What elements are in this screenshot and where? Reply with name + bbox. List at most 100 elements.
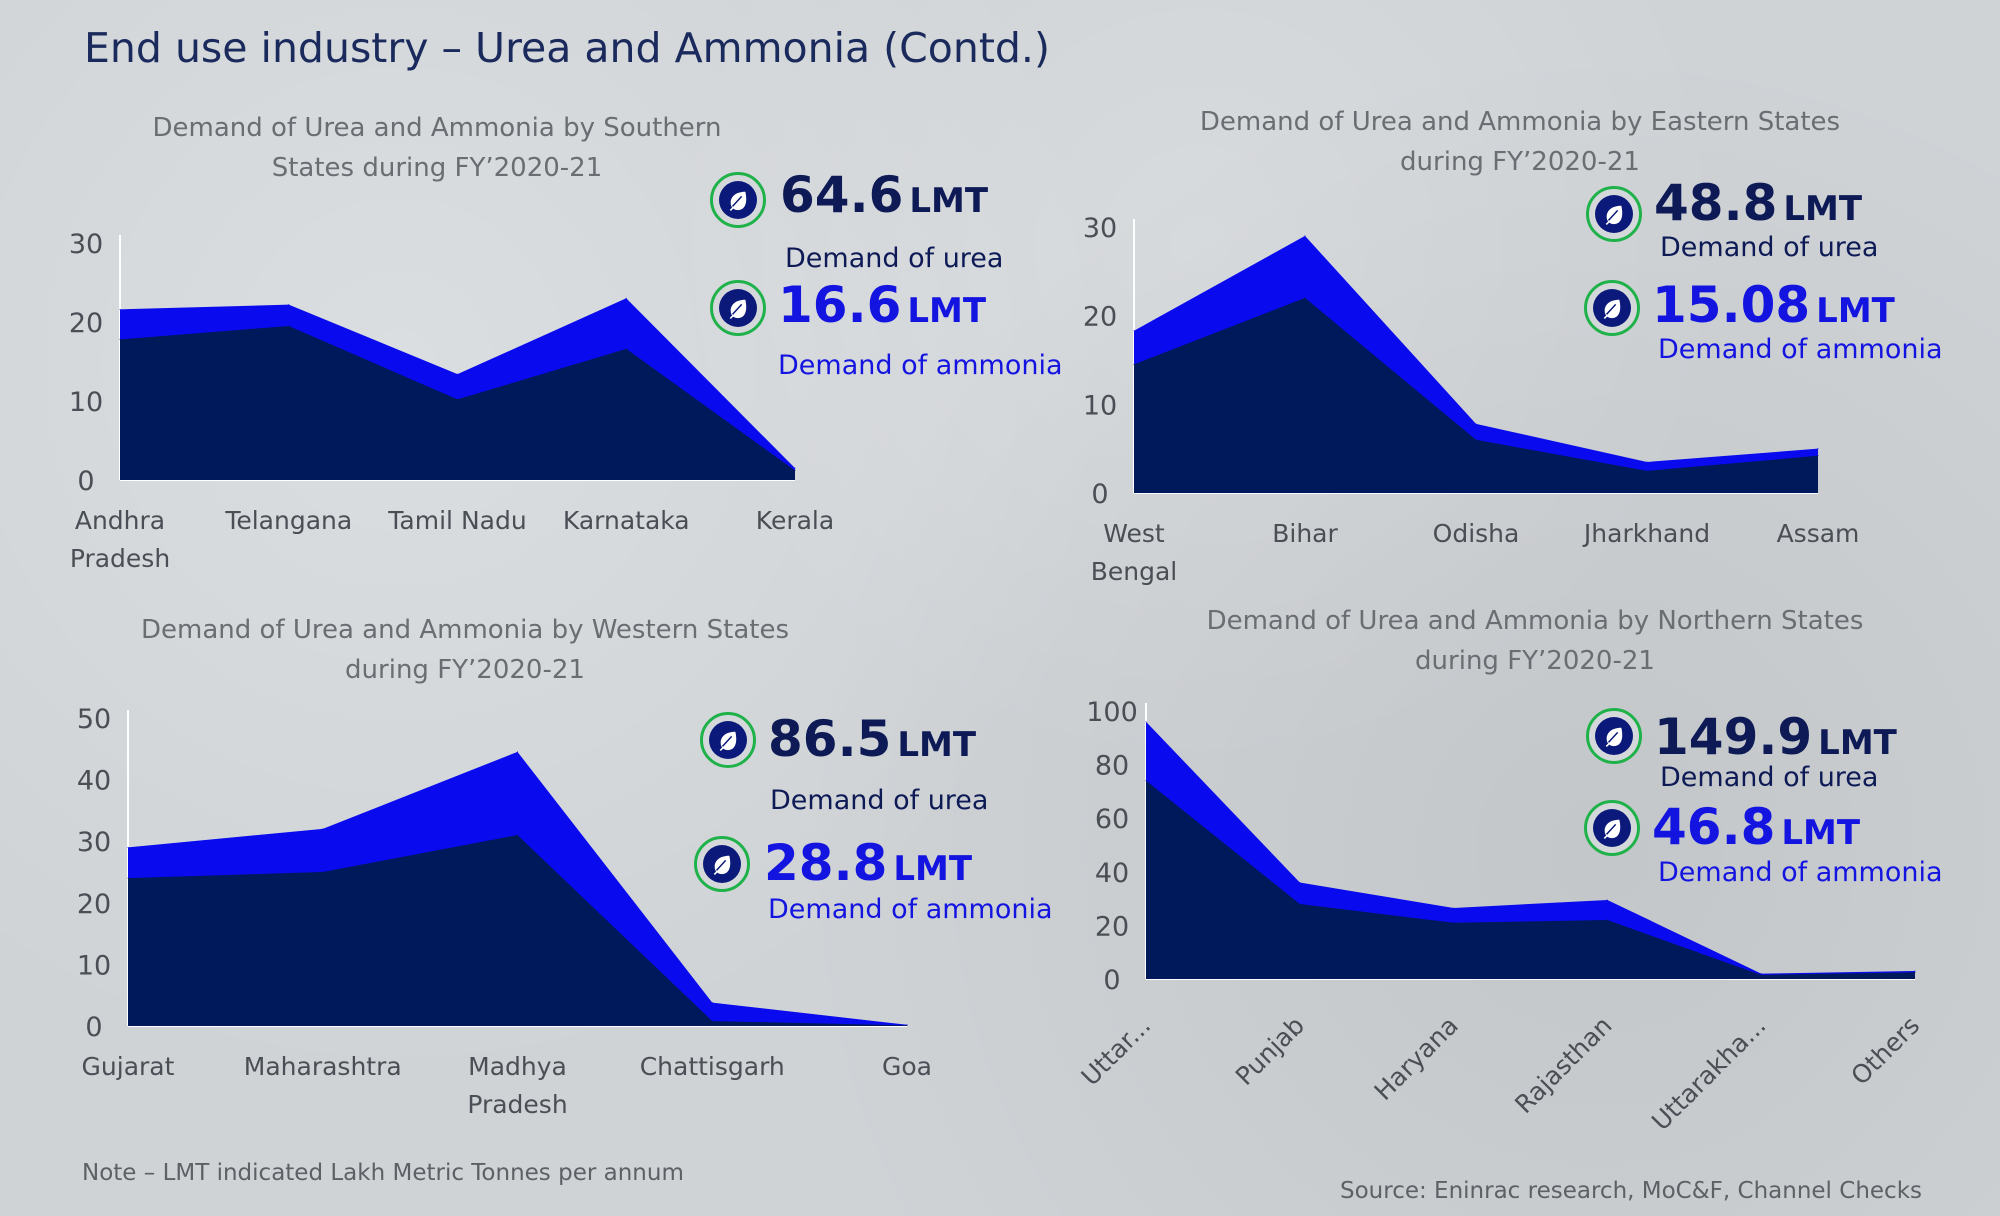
leaf-icon [700, 712, 756, 768]
northern-x-tick-label: Uttar... [1076, 1011, 1157, 1092]
southern-ammonia-label: Demand of ammonia [778, 350, 1063, 381]
southern-urea-area [120, 325, 795, 480]
eastern-x-tick-label: West Bengal [1091, 519, 1178, 586]
leaf-icon [1584, 280, 1640, 336]
leaf-icon [710, 172, 766, 228]
northern-ammonia-point [1606, 899, 1608, 901]
western-area-chart: 0 10 20 30 40 50 Gujarat Maharashtra Madhya Prade… [77, 704, 932, 1119]
eastern-y-tick-label: 0 [1091, 479, 1108, 510]
footnote: Note – LMT indicated Lakh Metric Tonnes … [82, 1160, 684, 1186]
northern-y-tick-label: 60 [1095, 804, 1129, 835]
eastern-x-tick-label: Jharkhand [1582, 519, 1710, 548]
northern-y-tick-label: 40 [1095, 858, 1129, 889]
northern-y-tick-label: 20 [1095, 911, 1129, 942]
southern-y-tick-label: 10 [69, 387, 103, 418]
southern-y-tick-label: 20 [69, 308, 103, 339]
southern-ammonia-point [794, 467, 796, 469]
leaf-icon [1586, 708, 1642, 764]
leaf-icon [710, 280, 766, 336]
eastern-y-tick-label: 30 [1083, 213, 1117, 244]
western-y-tick-label: 50 [77, 704, 111, 735]
southern-ammonia-point [288, 304, 290, 306]
southern-x-tick-label: Kerala [756, 506, 834, 535]
northern-urea-point [1606, 919, 1608, 921]
source-note: Source: Eninrac research, MoC&F, Channel… [1340, 1178, 1922, 1204]
western-y-tick-label: 40 [77, 766, 111, 797]
eastern-title-line2: during FY’2020-21 [1400, 147, 1640, 177]
eastern-urea-point [1646, 470, 1648, 472]
eastern-urea-point [1817, 455, 1819, 457]
southern-ammonia-value: 16.6 LMT [778, 276, 987, 334]
western-urea-point [517, 834, 518, 836]
southern-ammonia-point [457, 373, 458, 375]
western-ammonia-point [906, 1024, 908, 1026]
northern-x-tick-label: Haryana [1369, 1011, 1464, 1106]
western-ammonia-point [127, 846, 129, 848]
eastern-ammonia-point [1646, 461, 1648, 463]
western-y-tick-label: 10 [77, 950, 111, 981]
eastern-urea-point [1304, 297, 1306, 299]
northern-urea-label: Demand of urea [1660, 762, 1879, 793]
northern-x-tick-label: Uttarakha... [1646, 1011, 1771, 1136]
northern-x-tick-label: Others [1845, 1011, 1925, 1091]
western-urea-area [128, 835, 907, 1026]
northern-urea-value: 149.9 LMT [1654, 708, 1897, 766]
eastern-y-tick-label: 20 [1083, 302, 1117, 333]
southern-x-tick-label: Tamil Nadu [387, 506, 526, 535]
northern-chart-title: Demand of Urea and Ammonia by Northern S… [1155, 601, 1915, 681]
page-title: End use industry – Urea and Ammonia (Con… [84, 24, 1050, 72]
eastern-urea-area [1134, 297, 1818, 493]
northern-urea-point [1299, 903, 1301, 905]
eastern-ammonia-point [1475, 423, 1477, 425]
southern-urea-point [457, 398, 458, 400]
southern-title-line1: Demand of Urea and Ammonia by Southern [152, 113, 722, 143]
leaf-icon [694, 836, 750, 892]
southern-urea-point [625, 348, 627, 350]
northern-urea-area [1146, 780, 1915, 979]
western-urea-point [127, 877, 129, 879]
eastern-title-line1: Demand of Urea and Ammonia by Eastern St… [1199, 107, 1841, 137]
eastern-urea-point [1475, 439, 1477, 441]
western-y-tick-label: 20 [77, 889, 111, 920]
western-urea-point [711, 1020, 713, 1022]
western-urea-point [322, 871, 324, 873]
western-ammonia-point [711, 1002, 713, 1004]
eastern-ammonia-value: 15.08 LMT [1652, 276, 1895, 334]
western-chart-title: Demand of Urea and Ammonia by Western St… [100, 610, 830, 690]
southern-ammonia-point [625, 297, 627, 299]
western-x-tick-label: Gujarat [82, 1052, 175, 1081]
western-x-tick-label: Madhya Pradesh [467, 1052, 567, 1119]
northern-urea-point [1760, 974, 1762, 976]
northern-urea-point [1453, 922, 1455, 924]
eastern-area-chart: 0 10 20 30 West Bengal Bihar Odisha Jharkhand Ass… [1083, 213, 1860, 586]
southern-x-tick-label: Karnataka [563, 506, 690, 535]
northern-urea-point [1145, 780, 1147, 782]
northern-urea-point [1914, 971, 1916, 973]
northern-ammonia-value: 46.8 LMT [1652, 798, 1861, 856]
western-ammonia-point [322, 828, 324, 830]
southern-chart-title: Demand of Urea and Ammonia by Southern S… [110, 108, 764, 188]
southern-urea-point [288, 325, 290, 327]
southern-urea-value: 64.6 LMT [780, 166, 989, 224]
eastern-chart-title: Demand of Urea and Ammonia by Eastern St… [1140, 102, 1900, 182]
northern-ammonia-label: Demand of ammonia [1658, 857, 1943, 888]
eastern-ammonia-point [1133, 330, 1135, 332]
eastern-ammonia-point [1817, 448, 1819, 450]
eastern-ammonia-point [1304, 235, 1306, 237]
eastern-x-tick-label: Bihar [1272, 519, 1338, 548]
western-x-tick-label: Goa [882, 1052, 932, 1081]
western-title-line2: during FY’2020-21 [345, 655, 585, 685]
eastern-urea-value: 48.8 LMT [1654, 174, 1863, 232]
northern-y-tick-label: 80 [1095, 751, 1129, 782]
western-urea-value: 86.5 LMT [768, 710, 977, 768]
northern-ammonia-point [1760, 973, 1762, 975]
northern-y-tick-label: 100 [1086, 697, 1138, 728]
southern-x-tick-label: Andhra Pradesh [70, 506, 170, 573]
southern-title-line2: States during FY’2020-21 [271, 153, 603, 183]
northern-x-tick-label: Rajasthan [1509, 1011, 1617, 1119]
southern-y-tick-label: 0 [77, 466, 94, 497]
northern-title-line2: during FY’2020-21 [1415, 646, 1655, 676]
northern-y-tick-label: 0 [1103, 965, 1120, 996]
leaf-icon [1584, 800, 1640, 856]
